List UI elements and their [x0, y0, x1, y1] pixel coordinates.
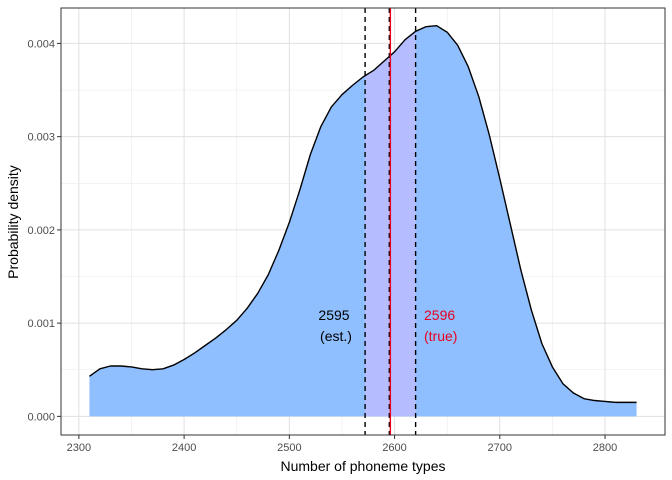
axes: 2300 2400 2500 2600 2700 2800 0.000 0.001 0.002 0…: [27, 38, 617, 454]
y-tick-label: 0.002: [27, 225, 55, 237]
annotation-est-value: 2595: [318, 307, 349, 323]
y-tick-label: 0.003: [27, 132, 55, 144]
annotation-est-label: (est.): [320, 328, 352, 344]
y-tick-label: 0.004: [27, 38, 55, 50]
x-tick-label: 2600: [382, 442, 406, 454]
annotation-true-label: (true): [424, 328, 457, 344]
density-area: [89, 25, 637, 417]
x-tick-label: 2800: [593, 442, 617, 454]
x-tick-label: 2700: [488, 442, 512, 454]
x-tick-label: 2300: [67, 442, 91, 454]
y-axis-title: Probability density: [5, 165, 21, 279]
annotation-true-value: 2596: [424, 307, 455, 323]
y-tick-label: 0.000: [27, 411, 55, 423]
plot-border: [60, 7, 666, 436]
density-line: [89, 25, 637, 404]
x-axis-title: Number of phoneme types: [281, 458, 446, 474]
x-tick-label: 2500: [277, 442, 301, 454]
density-marks: [89, 8, 637, 435]
x-tick-label: 2400: [172, 442, 196, 454]
y-tick-label: 0.001: [27, 318, 55, 330]
